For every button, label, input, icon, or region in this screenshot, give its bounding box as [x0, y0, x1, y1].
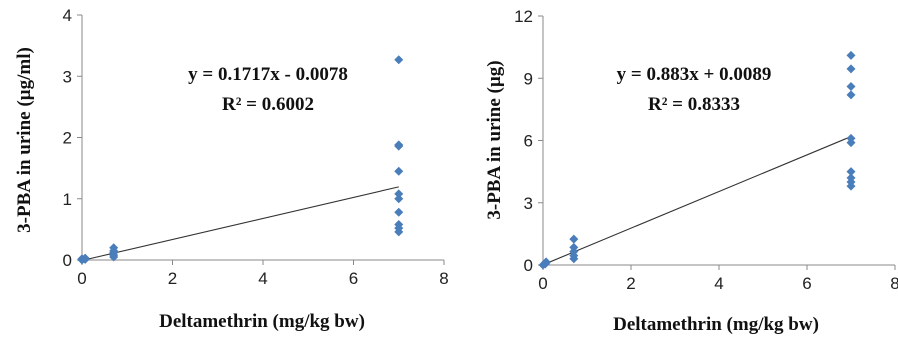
- right-x-tick-label: 6: [802, 274, 811, 293]
- right-trendline: [542, 136, 852, 266]
- left-x-tick-label: 2: [168, 269, 177, 288]
- right-y-tick-label: 12: [514, 7, 533, 26]
- left-x-tick-label: 8: [439, 269, 448, 288]
- right-data-point: [846, 90, 856, 100]
- right-y-axis-title: 3-PBA in urine (µg): [484, 60, 505, 219]
- left-data-point: [394, 207, 404, 217]
- right-data-point: [569, 234, 579, 244]
- left-data-point: [394, 166, 404, 176]
- left-data-point: [80, 253, 90, 263]
- left-data-point: [394, 55, 404, 65]
- left-equation: y = 0.1717x - 0.0078: [188, 64, 348, 85]
- left-y-tick-label: 0: [63, 251, 72, 270]
- left-x-tick-label: 0: [77, 269, 86, 288]
- left-y-tick-label: 2: [63, 129, 72, 148]
- left-data-point: [394, 189, 404, 199]
- left-y-tick-label: 4: [63, 6, 72, 25]
- right-chart-panel: 3-PBA in urine (µg) Deltamethrin (mg/kg …: [484, 7, 898, 335]
- right-x-tick-label: 0: [538, 274, 547, 293]
- right-data-point: [846, 50, 856, 60]
- right-data-point: [846, 138, 856, 148]
- left-y-axis-title: 3-PBA in urine (µg/ml): [14, 47, 35, 233]
- right-data-point: [846, 167, 856, 177]
- right-data-point: [569, 242, 579, 252]
- left-data-point: [109, 243, 119, 253]
- left-x-tick-label: 4: [258, 269, 267, 288]
- left-data-point: [394, 194, 404, 204]
- right-y-tick-label: 3: [524, 194, 533, 213]
- right-data-point: [846, 82, 856, 92]
- right-r-squared: R² = 0.8333: [648, 94, 740, 115]
- right-equation: y = 0.883x + 0.0089: [617, 64, 772, 85]
- right-data-point: [846, 181, 856, 191]
- right-y-tick-label: 9: [524, 69, 533, 88]
- right-x-tick-label: 2: [626, 274, 635, 293]
- left-y-tick-label: 3: [63, 67, 72, 86]
- right-data-point: [541, 257, 551, 267]
- right-data-point: [846, 64, 856, 74]
- left-chart-panel: 3-PBA in urine (µg/ml) Deltamethrin (mg/…: [14, 6, 449, 332]
- left-data-point: [394, 141, 404, 151]
- left-r-squared: R² = 0.6002: [222, 94, 314, 115]
- right-y-tick-label: 6: [524, 132, 533, 151]
- left-trendline: [81, 186, 399, 262]
- left-data-point: [394, 227, 404, 237]
- right-x-tick-label: 4: [714, 274, 723, 293]
- right-x-axis-title: Deltamethrin (mg/kg bw): [613, 314, 819, 335]
- left-x-axis-title: Deltamethrin (mg/kg bw): [159, 311, 365, 332]
- left-y-tick-label: 1: [63, 190, 72, 209]
- right-y-tick-label: 0: [524, 256, 533, 275]
- left-x-tick-label: 6: [349, 269, 358, 288]
- right-x-tick-label: 8: [890, 274, 898, 293]
